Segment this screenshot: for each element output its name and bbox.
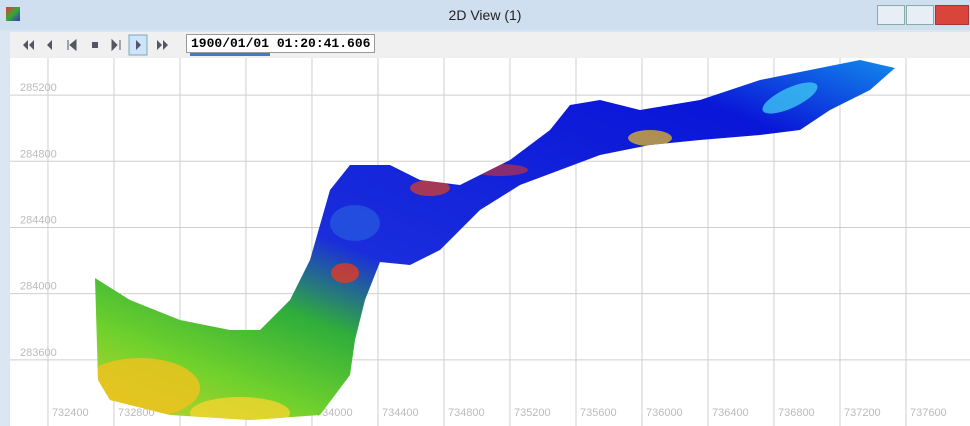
window-title: 2D View (1) [0,7,970,23]
title-bar: 2D View (1) [0,0,970,30]
x-tick-label: 732400 [52,407,89,419]
x-tick-label: 735200 [514,407,551,419]
playback-icons [23,35,168,55]
x-tick-label: 736400 [712,407,749,419]
progress-bar [190,53,270,56]
toolbar: 1900/01/01 01:20:41.606 [10,32,970,58]
stop-button[interactable] [92,42,98,48]
playback-buttons [10,32,180,58]
y-tick-label: 284400 [20,214,57,226]
x-tick-label: 737600 [910,407,947,419]
x-tick-label: 734400 [382,407,419,419]
step-back-button[interactable] [47,40,52,50]
window: 2D View (1) 1900/01/01 01:20:41.606 [0,0,970,426]
x-tick-label: 734800 [448,407,485,419]
close-button[interactable] [935,5,969,25]
x-tick-label: 736000 [646,407,683,419]
maximize-button[interactable] [906,5,934,25]
fast-forward-button[interactable] [157,40,168,50]
first-button[interactable] [68,40,76,50]
y-tick-label: 285200 [20,82,57,94]
x-tick-label: 736800 [778,407,815,419]
mesh-patch [330,205,380,241]
rewind-button[interactable] [23,40,34,50]
mesh [10,58,970,426]
y-tick-label: 283600 [20,347,57,359]
x-tick-label: 737200 [844,407,881,419]
mesh-patch [472,164,528,176]
x-tick-label: 735600 [580,407,617,419]
mesh-patch [331,263,359,283]
mesh-patch [628,130,672,146]
minimize-button[interactable] [877,5,905,25]
last-button[interactable] [112,40,120,50]
time-display: 1900/01/01 01:20:41.606 [186,34,375,53]
map-view: 7324007328007332007336007340007344007348… [10,58,970,426]
y-tick-label: 284000 [20,281,57,293]
y-tick-label: 284800 [20,148,57,160]
